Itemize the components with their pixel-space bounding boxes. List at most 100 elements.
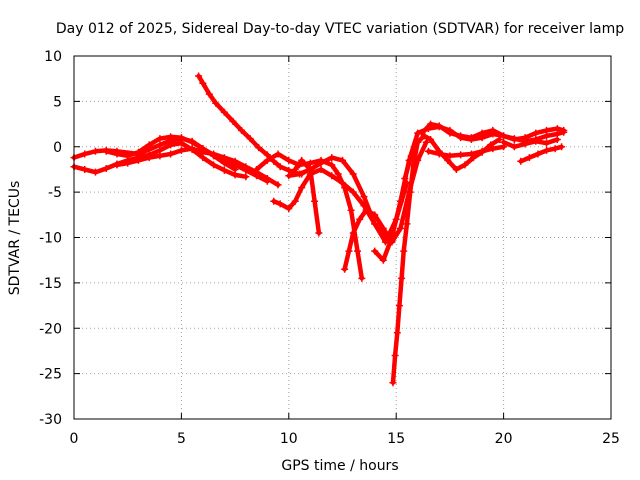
data-point (395, 302, 403, 310)
data-point (167, 141, 175, 149)
data-point (379, 224, 387, 232)
data-point (521, 140, 529, 148)
data-point (467, 134, 475, 142)
data-point (113, 150, 121, 158)
data-point (396, 197, 404, 205)
data-point (356, 215, 364, 223)
data-point (328, 172, 336, 180)
data-point (220, 166, 228, 174)
series-trace (271, 167, 395, 245)
data-point (525, 154, 533, 162)
data-point (124, 152, 132, 160)
data-point (81, 165, 89, 173)
data-point (334, 170, 342, 178)
data-point (102, 165, 110, 173)
data-point (543, 126, 551, 134)
data-point (238, 126, 246, 134)
data-point (354, 247, 362, 255)
data-point (317, 159, 325, 167)
data-point (134, 148, 142, 156)
data-point (461, 161, 469, 169)
data-point (242, 163, 250, 171)
data-point (403, 220, 411, 228)
data-point (347, 206, 355, 214)
data-point (306, 165, 314, 173)
data-point (362, 206, 370, 214)
data-point (274, 181, 282, 189)
data-point (212, 99, 220, 107)
y-tick-label: -30 (39, 412, 62, 428)
data-point (427, 135, 435, 143)
axes: 0 5 10 15 20 25 -30 -25 -20 -15 -10 -5 0 5 10 (39, 49, 620, 447)
data-point (371, 211, 379, 219)
data-point (285, 172, 293, 180)
data-point (532, 137, 540, 145)
data-point (406, 188, 414, 196)
series-trace (390, 139, 420, 385)
x-tick-label: 15 (387, 431, 405, 447)
data-point (195, 72, 203, 80)
x-tick-label: 25 (602, 431, 620, 447)
data-point (229, 117, 237, 125)
data-point (422, 138, 430, 146)
data-point (560, 126, 568, 134)
data-point (285, 204, 293, 212)
data-point (500, 138, 508, 146)
data-point (478, 129, 486, 137)
data-point (510, 135, 518, 143)
data-point (285, 156, 293, 164)
data-point (435, 150, 443, 158)
data-point (205, 90, 213, 98)
data-point (457, 132, 465, 140)
data-point (298, 156, 306, 164)
data-point (199, 79, 207, 87)
data-point (246, 135, 254, 143)
data-point (517, 157, 525, 165)
data-point (345, 247, 353, 255)
grid (74, 56, 611, 419)
data-point (317, 165, 325, 173)
data-point (339, 179, 346, 187)
data-point (328, 154, 336, 162)
data-point (291, 165, 299, 173)
data-point (446, 152, 454, 160)
data-point (167, 150, 175, 158)
data-point (298, 184, 306, 192)
y-tick-label: -20 (39, 321, 62, 337)
data-point (532, 129, 540, 137)
data-point (188, 145, 196, 153)
data-point (452, 165, 460, 173)
x-tick-label: 20 (495, 431, 513, 447)
data-point (145, 141, 153, 149)
data-point (188, 138, 196, 146)
y-tick-label: 10 (44, 49, 62, 65)
data-point (360, 193, 368, 201)
data-point (210, 161, 218, 169)
series-trace (114, 146, 281, 188)
y-tick-label: 5 (53, 94, 62, 110)
data-point (435, 122, 443, 130)
data-point (291, 197, 299, 205)
data-point (220, 154, 228, 162)
data-point (270, 197, 278, 205)
data-point (424, 147, 432, 155)
data-point (349, 170, 357, 178)
data-point (553, 125, 561, 133)
data-point (418, 129, 426, 137)
x-tick-label: 5 (177, 431, 186, 447)
data-point (349, 188, 357, 196)
data-point (124, 159, 132, 167)
data-point (510, 143, 518, 151)
data-point (156, 135, 164, 143)
x-tick-label: 0 (70, 431, 79, 447)
data-point (231, 157, 239, 165)
data-point (255, 144, 263, 152)
data-point (388, 234, 396, 241)
data-point (379, 256, 387, 264)
data-point (521, 134, 529, 142)
data-point (534, 150, 542, 158)
data-point (102, 147, 110, 155)
data-point (478, 147, 486, 155)
data-point (339, 156, 346, 164)
